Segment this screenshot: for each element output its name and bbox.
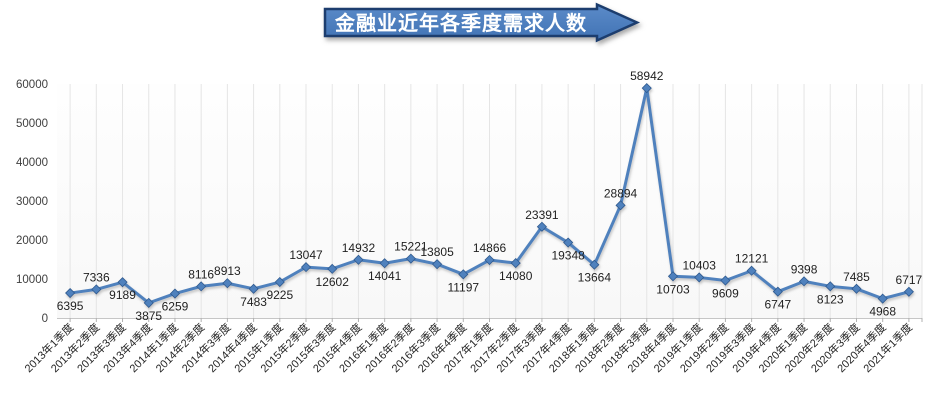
- data-label: 10703: [656, 282, 690, 296]
- data-point-marker: [484, 254, 495, 266]
- data-label: 4968: [869, 305, 896, 319]
- data-label: 6259: [162, 300, 189, 314]
- data-label: 9189: [109, 288, 136, 302]
- data-label: 13047: [289, 248, 323, 262]
- y-axis-tick-label: 20000: [16, 235, 48, 247]
- data-point-marker: [169, 288, 181, 299]
- data-label: 7485: [843, 270, 870, 284]
- data-label: 7336: [83, 270, 110, 284]
- x-axis: [57, 318, 923, 322]
- data-label: 6395: [57, 299, 84, 313]
- data-point-marker: [248, 283, 259, 294]
- data-point-marker: [327, 263, 338, 274]
- data-series: [65, 83, 914, 308]
- data-point-marker: [65, 287, 76, 299]
- data-point-marker: [772, 286, 783, 297]
- data-point-marker: [405, 253, 416, 264]
- y-axis-tick-label: 50000: [16, 118, 48, 130]
- data-label: 10403: [683, 258, 717, 272]
- data-point-marker: [222, 278, 233, 289]
- data-label: 6747: [764, 298, 791, 312]
- data-label: 12602: [316, 275, 350, 289]
- data-point-marker: [510, 258, 521, 269]
- chart-title: 金融业近年各季度需求人数: [334, 11, 587, 35]
- data-label: 13664: [578, 271, 612, 285]
- data-label: 8116: [188, 267, 214, 281]
- data-point-marker: [667, 271, 679, 282]
- y-axis-tick-label: 60000: [16, 79, 48, 91]
- data-point-marker: [615, 200, 626, 211]
- data-point-marker: [432, 259, 443, 270]
- data-point-marker: [274, 276, 285, 288]
- data-label: 14041: [368, 269, 402, 283]
- data-point-marker: [851, 283, 862, 294]
- data-point-marker: [353, 254, 364, 265]
- data-point-marker: [563, 237, 574, 248]
- data-label: 8913: [214, 264, 241, 278]
- y-axis-tick-label: 0: [42, 313, 48, 325]
- data-label: 6717: [896, 273, 923, 287]
- data-point-marker: [877, 293, 888, 304]
- data-point-marker: [641, 83, 652, 94]
- data-point-marker: [798, 276, 810, 287]
- data-label: 15221: [394, 240, 428, 254]
- data-label: 11197: [447, 280, 479, 294]
- data-label: 14866: [473, 241, 507, 255]
- data-point-marker: [903, 286, 914, 297]
- data-label: 9225: [266, 288, 293, 302]
- data-label: 9609: [712, 287, 739, 301]
- data-label: 8123: [817, 292, 844, 306]
- data-label: 13805: [420, 245, 454, 259]
- data-point-marker: [300, 262, 312, 273]
- data-label: 14080: [499, 269, 533, 283]
- title-banner-arrow-shape: [323, 2, 641, 43]
- y-axis-tick-label: 10000: [16, 274, 48, 286]
- data-point-marker: [720, 275, 731, 286]
- data-point-marker: [458, 269, 469, 280]
- data-label: 19348: [551, 249, 585, 263]
- data-point-marker: [536, 221, 547, 232]
- data-point-marker: [694, 272, 705, 283]
- data-label: 14932: [342, 241, 376, 255]
- y-axis-tick-label: 40000: [16, 157, 48, 169]
- data-label: 12121: [735, 252, 769, 266]
- data-point-marker: [91, 284, 102, 295]
- title-banner: 金融业近年各季度需求人数: [323, 2, 641, 43]
- data-label: 9398: [791, 262, 818, 276]
- data-point-marker: [117, 277, 128, 288]
- x-axis-labels: 2013年1季度2013年2季度2013年3季度2013年4季度2014年1季度…: [21, 320, 915, 375]
- y-axis-tick-label: 30000: [16, 196, 48, 208]
- data-point-marker: [825, 281, 836, 292]
- y-axis-labels: 0 10000 20000 30000 40000 50000 60000: [16, 79, 48, 325]
- data-point-marker: [589, 259, 600, 270]
- data-point-marker: [379, 258, 390, 269]
- data-label: 58942: [630, 69, 664, 83]
- data-label: 28894: [604, 186, 638, 200]
- data-label: 3875: [135, 309, 162, 323]
- data-point-marker: [143, 297, 154, 308]
- data-point-marker: [196, 281, 207, 292]
- data-label: 7483: [240, 295, 267, 309]
- data-label: 23391: [525, 208, 559, 222]
- data-point-marker: [746, 265, 757, 276]
